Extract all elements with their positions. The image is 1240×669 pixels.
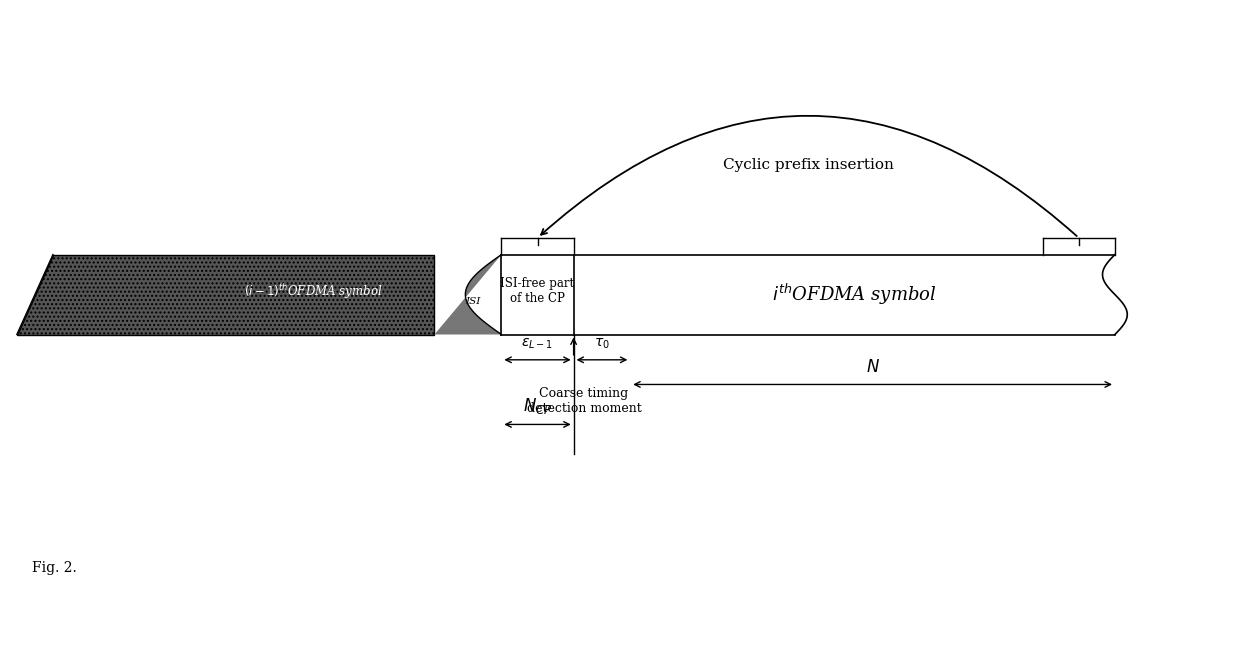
Text: Fig. 2.: Fig. 2. bbox=[32, 561, 77, 575]
Text: ISI: ISI bbox=[465, 296, 481, 306]
Text: Coarse timing
detection moment: Coarse timing detection moment bbox=[527, 387, 641, 415]
Polygon shape bbox=[434, 254, 501, 334]
Text: $\tau_0$: $\tau_0$ bbox=[594, 337, 610, 351]
Bar bbox=[501, 254, 1115, 334]
Text: $N_{CP}$: $N_{CP}$ bbox=[523, 396, 552, 415]
Polygon shape bbox=[17, 254, 434, 334]
Text: $\varepsilon_{L-1}$: $\varepsilon_{L-1}$ bbox=[522, 337, 553, 351]
Text: $(i-1)^{th}$OFDMA symbol: $(i-1)^{th}$OFDMA symbol bbox=[243, 282, 382, 300]
Text: $i^{th}$OFDMA symbol: $i^{th}$OFDMA symbol bbox=[773, 282, 936, 307]
Text: $N$: $N$ bbox=[866, 359, 879, 376]
Text: Cyclic prefix insertion: Cyclic prefix insertion bbox=[723, 158, 894, 172]
Text: ISI-free part
of the CP: ISI-free part of the CP bbox=[501, 277, 574, 305]
